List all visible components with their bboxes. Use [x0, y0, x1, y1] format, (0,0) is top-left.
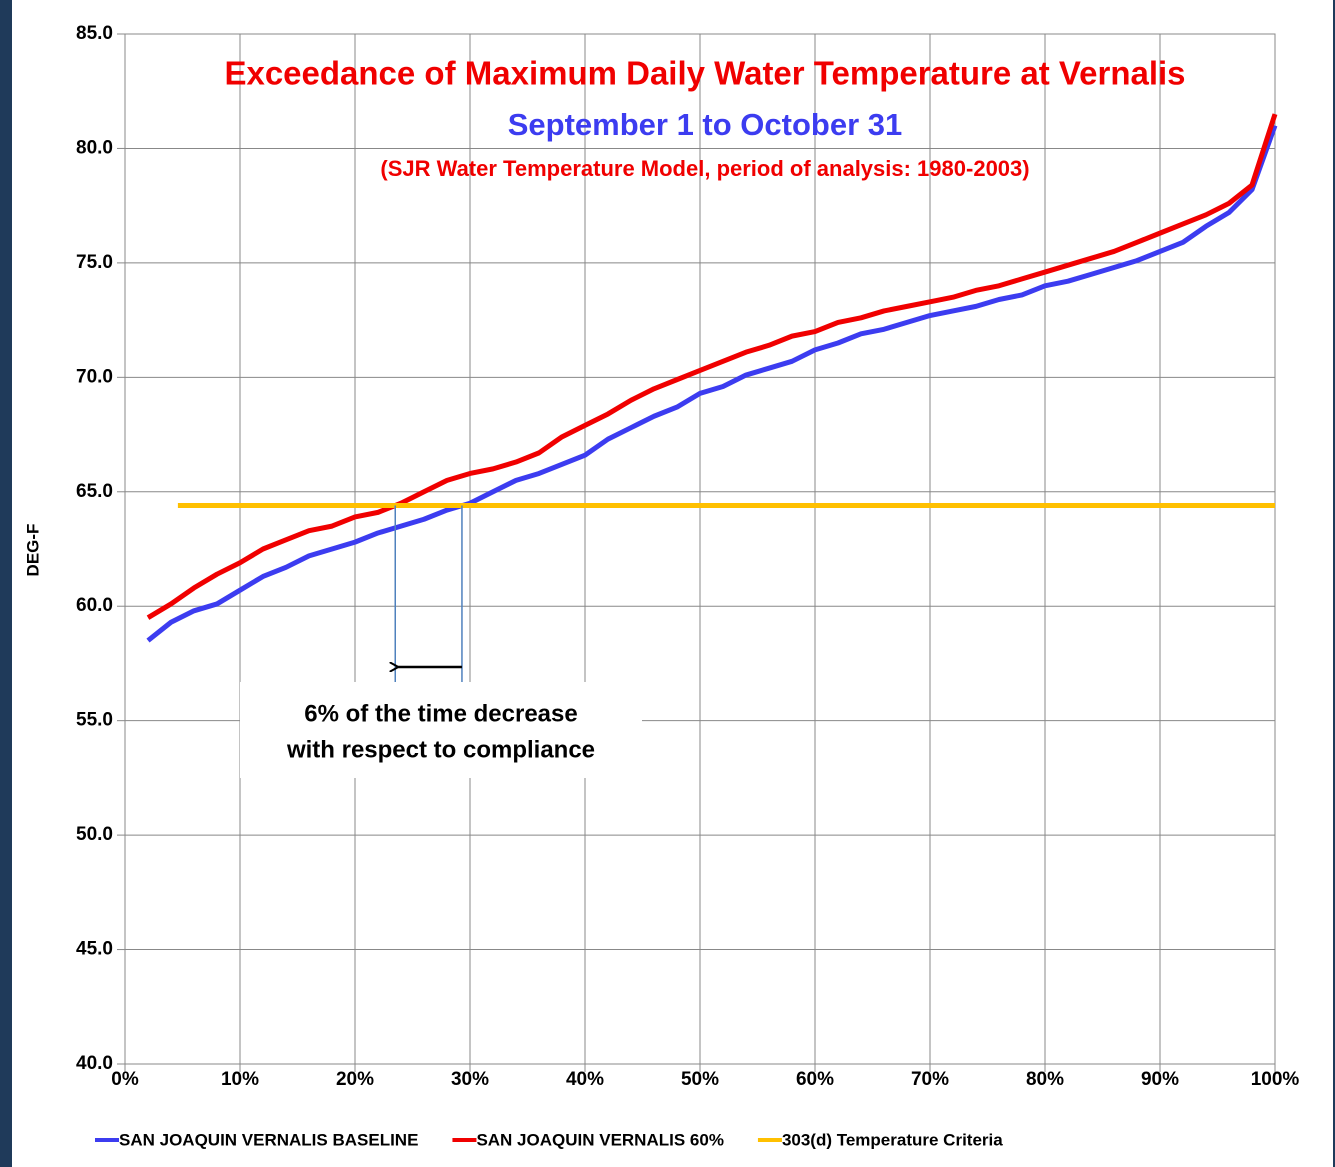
y-tick-label: 80.0 [76, 137, 113, 158]
x-tick-label: 80% [1026, 1069, 1064, 1090]
chart-note: (SJR Water Temperature Model, period of … [380, 156, 1029, 181]
x-tick-label: 20% [336, 1069, 374, 1090]
chart-title: Exceedance of Maximum Daily Water Temper… [224, 55, 1185, 92]
y-tick-label: 55.0 [76, 710, 113, 731]
y-tick-label: 85.0 [76, 23, 113, 44]
annotation: 6% of the time decrease with respect to c… [240, 505, 642, 778]
x-tick-label: 100% [1251, 1069, 1300, 1090]
y-tick-label: 45.0 [76, 939, 113, 960]
x-tick-label: 60% [796, 1069, 834, 1090]
legend-label: 303(d) Temperature Criteria [782, 1130, 1003, 1149]
y-tick-label: 75.0 [76, 252, 113, 273]
annotation-text: with respect to compliance [286, 736, 595, 763]
chart-subtitle: September 1 to October 31 [508, 107, 903, 142]
annotation-text: 6% of the time decrease [304, 700, 577, 727]
y-axis-label: DEG-F [23, 524, 42, 577]
x-tick-label: 90% [1141, 1069, 1179, 1090]
chart-background [12, 0, 1333, 1167]
series-line [146, 124, 1278, 643]
plot-frame [124, 33, 1276, 1065]
x-tick-label: 40% [566, 1069, 604, 1090]
legend-label: SAN JOAQUIN VERNALIS 60% [476, 1130, 724, 1149]
legend: SAN JOAQUIN VERNALIS BASELINE SAN JOAQUIN… [95, 1130, 1003, 1149]
annotation-box [240, 682, 642, 778]
x-tick-label: 10% [221, 1069, 259, 1090]
x-tick-label: 30% [451, 1069, 489, 1090]
y-tick-label: 60.0 [76, 595, 113, 616]
x-tick-label: 50% [681, 1069, 719, 1090]
y-tick-label: 65.0 [76, 481, 113, 502]
x-tick-label: 70% [911, 1069, 949, 1090]
legend-label: SAN JOAQUIN VERNALIS BASELINE [119, 1130, 418, 1149]
lines [146, 113, 1278, 643]
y-tick-label: 40.0 [76, 1053, 113, 1074]
y-tick-label: 50.0 [76, 824, 113, 845]
y-tick-label: 70.0 [76, 366, 113, 387]
series-line [146, 113, 1278, 620]
x-tick-label: 0% [111, 1069, 139, 1090]
